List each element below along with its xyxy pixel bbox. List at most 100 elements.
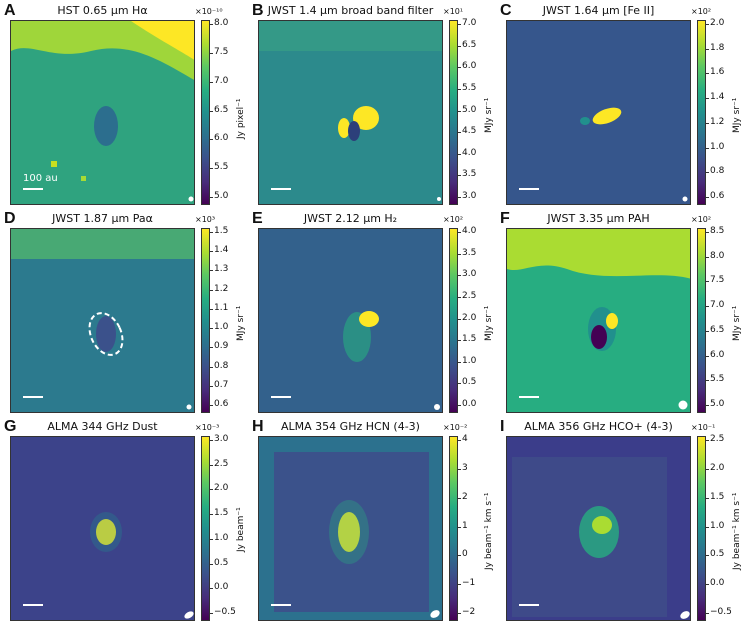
colorbar-tick-label: 1.1 [214, 302, 229, 313]
colorbar-tick-label: 2.0 [214, 483, 229, 494]
colorbar-tick-label: 6.5 [710, 324, 725, 335]
colorbar-tick-mark [458, 468, 461, 470]
colorbar-tick-label: 8.5 [710, 226, 725, 236]
colorbar-tick-label: 0.6 [710, 191, 725, 201]
colorbar-label: Jy beam⁻¹ [236, 507, 246, 552]
colorbar-tick-label: 8.0 [214, 18, 229, 28]
colorbar-tick-mark [706, 440, 709, 441]
colorbar-tick-label: 6.5 [214, 104, 229, 115]
colorbar-tick-mark [210, 308, 213, 310]
colorbar-tick-mark [458, 67, 461, 69]
panel-title: JWST 3.35 µm PAH [547, 212, 650, 225]
panel-title: ALMA 356 GHz HCO+ (4-3) [524, 420, 673, 433]
panel-title: JWST 1.87 µm Paα [52, 212, 153, 225]
colorbar-tick-mark [706, 526, 709, 528]
colorbar-tick-mark [458, 275, 461, 277]
colorbar-tick-label: 0.0 [710, 578, 725, 589]
colorbar-tick-label: 3 [462, 462, 468, 473]
colorbar-tick-mark [706, 48, 709, 50]
colorbar-tick-label: 3.0 [462, 191, 477, 201]
colorbar-tick-label: 7.0 [710, 300, 725, 311]
colorbar-tick-label: 8.0 [710, 250, 725, 261]
colorbar-tick-label: 0 [462, 549, 468, 560]
colorbar-tick-label: −1 [462, 578, 476, 589]
colorbar-tick-mark [210, 81, 213, 83]
panel-b: B JWST 1.4 µm broad band filter ×10¹ 7.0 6.… [252, 2, 498, 220]
panel-letter: G [4, 418, 17, 435]
colorbar [449, 228, 458, 413]
panel-image [258, 20, 443, 205]
colorbar-tick-mark [210, 489, 213, 491]
colorbar-tick-label: 2.0 [710, 462, 725, 473]
colorbar-tick-mark [706, 405, 709, 406]
colorbar [201, 436, 210, 621]
panel-letter: D [4, 210, 16, 227]
colorbar-tick-mark [706, 306, 709, 308]
colorbar-tick-label: 6.0 [462, 61, 477, 72]
colorbar-tick-mark [458, 296, 461, 298]
colorbar-tick-label: 5.5 [462, 82, 477, 93]
colorbar-tick-mark [458, 24, 461, 25]
colorbar-multiplier: ×10⁻¹ [691, 423, 716, 432]
colorbar-tick-label: 7.0 [214, 75, 229, 86]
colorbar-tick-label: 0.0 [462, 399, 477, 409]
colorbar-label: MJy sr⁻¹ [732, 305, 742, 342]
panel-title: HST 0.65 µm Hα [57, 4, 148, 17]
colorbar-tick-mark [706, 555, 709, 557]
colorbar-tick-mark [210, 168, 213, 170]
colorbar-tick-mark [210, 464, 213, 466]
colorbar-tick-label: 0.8 [710, 166, 725, 177]
colorbar-tick-label: 0.9 [214, 341, 229, 352]
scale-bar [519, 188, 539, 190]
colorbar-tick-mark [210, 24, 213, 25]
colorbar-tick-mark [210, 385, 213, 387]
panel-d: D JWST 1.87 µm Paα ×10³ 1.5 1.4 1.3 1.2 1.1 1.0… [4, 210, 250, 428]
colorbar-tick-label: 4.0 [462, 147, 477, 158]
colorbar-tick-mark [210, 328, 213, 330]
panel-e: E JWST 2.12 µm H₂ ×10² 4.0 3.5 3.0 2.5 2.0 1.5 1… [252, 210, 498, 428]
colorbar-tick-label: 4.5 [462, 126, 477, 137]
panel-letter: A [4, 2, 16, 19]
colorbar-label: MJy sr⁻¹ [484, 305, 494, 342]
colorbar-tick-label: 3.0 [214, 434, 229, 444]
colorbar-tick-mark [706, 584, 709, 586]
colorbar-tick-label: 2 [462, 491, 468, 502]
colorbar-tick-mark [458, 497, 461, 499]
panel-h: H ALMA 354 GHz HCN (4-3) ×10⁻² 4 3 2 1 0 −1 −2 Jy… [252, 418, 498, 636]
colorbar-tick-mark [458, 440, 461, 441]
panel-image [258, 228, 443, 413]
colorbar-tick-label: 0.5 [710, 549, 725, 560]
panel-a: A HST 0.65 µm Hα 100 au ×10⁻¹⁰ 8.0 7.5 7.0 6.5… [4, 2, 250, 220]
colorbar-tick-mark [706, 232, 709, 233]
colorbar [697, 20, 706, 205]
colorbar-tick-label: 5.5 [214, 162, 229, 173]
colorbar-tick-mark [706, 172, 709, 174]
scale-bar-label: 100 au [23, 173, 58, 184]
colorbar-tick-mark [458, 361, 461, 363]
colorbar [201, 20, 210, 205]
colorbar-tick-label: 7.0 [462, 18, 477, 28]
colorbar-tick-mark [458, 555, 461, 557]
colorbar-tick-label: 3.0 [462, 269, 477, 280]
colorbar-tick-mark [210, 347, 213, 349]
colorbar-tick-label: 1.0 [710, 520, 725, 531]
colorbar-tick-label: 7.5 [214, 46, 229, 57]
panel-image [506, 436, 691, 621]
scale-bar [271, 188, 291, 190]
colorbar-tick-mark [210, 251, 213, 253]
colorbar-tick-mark [210, 289, 213, 291]
scale-bar [271, 396, 291, 398]
colorbar-multiplier: ×10⁻³ [195, 423, 220, 432]
colorbar-tick-label: 1.2 [710, 116, 725, 127]
colorbar-multiplier: ×10⁻² [443, 423, 468, 432]
colorbar-tick-mark [458, 526, 461, 528]
colorbar-tick-label: 0.7 [214, 379, 229, 390]
colorbar-tick-mark [706, 613, 709, 614]
panel-letter: C [500, 2, 512, 19]
colorbar-tick-label: 5.0 [214, 191, 229, 201]
colorbar [697, 228, 706, 413]
panel-image [258, 436, 443, 621]
colorbar-tick-mark [458, 153, 461, 155]
panel-title: ALMA 354 GHz HCN (4-3) [281, 420, 420, 433]
panel-c: C JWST 1.64 µm [Fe II] ×10² 2.0 1.8 1.6 1.4 1.… [500, 2, 746, 220]
